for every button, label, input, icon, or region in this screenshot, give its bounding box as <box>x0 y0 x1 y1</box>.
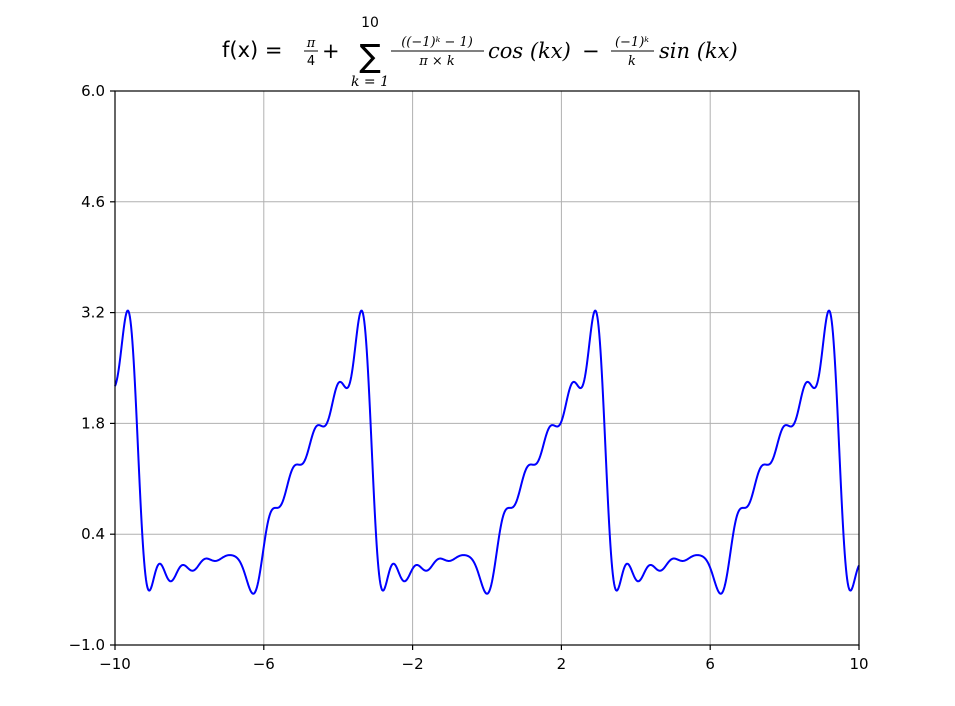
title-sin-denominator: k <box>628 54 636 69</box>
series-layer <box>114 309 860 595</box>
title-sum-lower: k = 1 <box>351 74 389 90</box>
title-const-denominator: 4 <box>307 54 315 69</box>
x-tick-label: 6 <box>705 655 715 673</box>
chart-title: f(x) = π 4 + 10 ∑ k = 1 ((−1)ᵏ − 1) π × … <box>222 15 738 90</box>
y-tick-label: 4.6 <box>81 193 105 211</box>
title-sum-upper: 10 <box>361 15 379 31</box>
title-const-numerator: π <box>306 36 316 51</box>
title-lhs: f(x) = <box>222 38 282 62</box>
y-tick-label: −1.0 <box>69 636 105 654</box>
series-line <box>114 309 860 595</box>
title-cos-numerator: ((−1)ᵏ − 1) <box>401 35 473 50</box>
title-sin-numerator: (−1)ᵏ <box>615 35 649 50</box>
title-sin-term: sin (kx) <box>659 39 738 63</box>
title-sum-symbol: ∑ <box>359 37 381 75</box>
y-tick-label: 3.2 <box>81 304 105 322</box>
grid-lines <box>114 90 860 646</box>
title-minus: − <box>582 39 600 63</box>
x-tick-label: −6 <box>253 655 275 673</box>
axes-frame <box>114 90 860 646</box>
y-tick-label: 6.0 <box>81 82 105 100</box>
title-cos-denominator: π × k <box>418 54 455 69</box>
x-tick-label: 10 <box>849 655 868 673</box>
x-tick-label: 2 <box>557 655 567 673</box>
x-tick-label: −2 <box>402 655 424 673</box>
title-cos-term: cos (kx) <box>488 39 571 63</box>
y-tick-label: 0.4 <box>81 525 105 543</box>
y-tick-label: 1.8 <box>81 414 105 432</box>
title-plus: + <box>322 39 340 63</box>
x-tick-label: −10 <box>99 655 131 673</box>
axis-ticks: −10 −6 −2 2 6 10 −1.0 0.4 1.8 3.2 4.6 6.0 <box>69 82 869 673</box>
